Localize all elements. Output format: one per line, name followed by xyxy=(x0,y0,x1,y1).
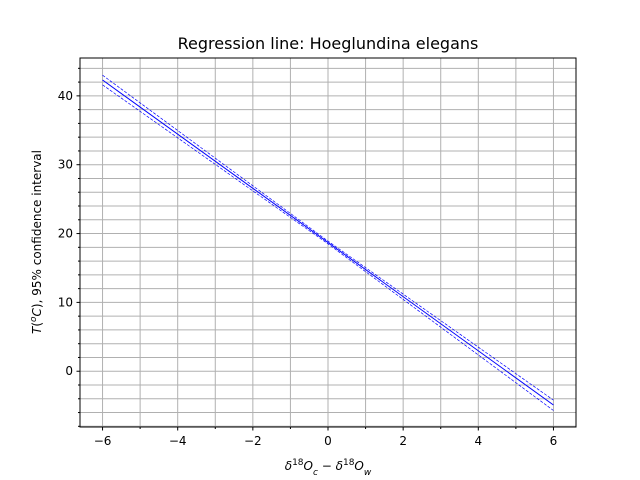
fit-line xyxy=(102,79,554,406)
ticks: −6 −4 −2 0 2 4 6 0 10 20 30 40 xyxy=(58,67,558,448)
x-tick-label: 6 xyxy=(550,434,558,448)
upper-line xyxy=(102,74,554,401)
x-tick-label: −4 xyxy=(169,434,187,448)
y-tick-label: 40 xyxy=(58,89,73,103)
y-tick-label: 0 xyxy=(65,364,73,378)
grid xyxy=(80,58,576,427)
chart-title: Regression line: Hoeglundina elegans xyxy=(178,34,479,53)
y-tick-label: 20 xyxy=(58,227,73,241)
lower-line xyxy=(102,84,554,411)
x-tick-label: −2 xyxy=(244,434,262,448)
y-axis-label: T(oC), 95% confidence interval xyxy=(29,150,44,334)
y-tick-label: 30 xyxy=(58,158,73,172)
x-tick-label: −6 xyxy=(94,434,112,448)
series-layer xyxy=(102,74,554,411)
x-tick-label: 2 xyxy=(399,434,407,448)
x-axis-label: δ18Oc − δ18Ow xyxy=(285,458,372,478)
x-tick-label: 0 xyxy=(324,434,332,448)
y-tick-label: 10 xyxy=(58,295,73,309)
x-tick-label: 4 xyxy=(474,434,482,448)
